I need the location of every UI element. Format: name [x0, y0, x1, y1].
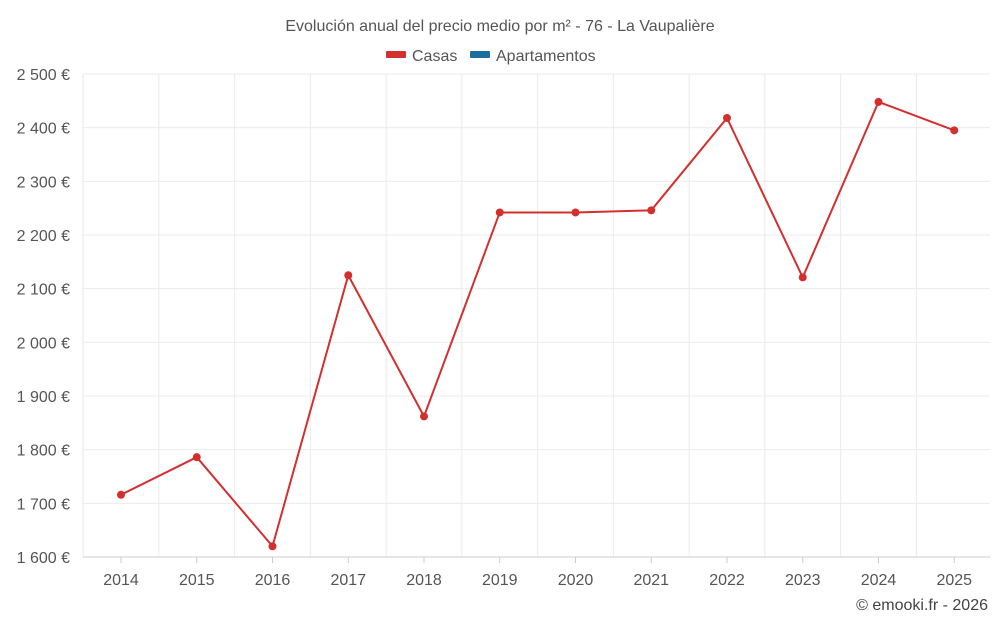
- x-axis-ticks: 2014 2015 2016 2017 2018 2019 2020 2021 2022 2023…: [103, 557, 972, 589]
- series-line-casas: [120, 100, 955, 548]
- data-point-casas-2019[interactable]: [495, 208, 504, 217]
- y-tick-label: 1 700 €: [17, 496, 70, 513]
- legend-item-apartamentos[interactable]: Apartamentos: [470, 48, 596, 65]
- data-point-casas-2015[interactable]: [192, 453, 201, 462]
- data-point-casas-2018[interactable]: [420, 412, 428, 421]
- y-tick-label: 1 900 €: [17, 389, 70, 406]
- x-tick-label: 2017: [330, 572, 366, 589]
- chart-title: Evolución anual del precio medio por m² …: [285, 18, 714, 35]
- data-point-casas-2014[interactable]: [117, 490, 125, 499]
- data-point-casas-2020[interactable]: [571, 208, 580, 217]
- data-point-casas-2024[interactable]: [874, 97, 883, 106]
- legend: Casas Apartamentos: [386, 48, 596, 65]
- x-tick-label: 2025: [936, 572, 972, 589]
- x-tick-label: 2024: [861, 572, 897, 589]
- y-tick-label: 2 300 €: [17, 174, 70, 191]
- x-tick-label: 2015: [179, 572, 215, 589]
- legend-label-apartamentos: Apartamentos: [496, 48, 596, 65]
- credit-text: © emooki.fr - 2026: [856, 597, 988, 614]
- x-tick-label: 2022: [709, 572, 745, 589]
- y-tick-label: 2 400 €: [17, 121, 70, 138]
- x-tick-label: 2014: [103, 572, 139, 589]
- x-tick-label: 2018: [406, 572, 442, 589]
- legend-swatch-casas: [386, 51, 406, 58]
- grid-lines: [82, 73, 990, 558]
- y-tick-label: 2 200 €: [17, 228, 70, 245]
- y-tick-label: 1 600 €: [17, 550, 70, 567]
- data-point-casas-2017[interactable]: [344, 271, 353, 280]
- x-tick-label: 2016: [255, 572, 291, 589]
- legend-item-casas[interactable]: Casas: [386, 48, 457, 65]
- data-point-casas-2025[interactable]: [950, 126, 959, 135]
- data-point-casas-2021[interactable]: [647, 206, 656, 215]
- data-point-casas-2022[interactable]: [723, 114, 731, 123]
- data-point-casas-2016[interactable]: [268, 542, 277, 551]
- x-tick-label: 2021: [633, 572, 669, 589]
- x-tick-label: 2023: [785, 572, 821, 589]
- legend-swatch-apartamentos: [470, 51, 490, 58]
- y-axis-ticks: 1 600 € 1 700 € 1 800 € 1 900 € 2 000 € 2 100…: [17, 67, 70, 567]
- y-tick-label: 2 100 €: [17, 282, 70, 299]
- series-casas: [117, 97, 959, 551]
- legend-label-casas: Casas: [412, 48, 457, 65]
- x-tick-label: 2020: [558, 572, 594, 589]
- data-point-casas-2023[interactable]: [798, 273, 807, 282]
- y-tick-label: 1 800 €: [17, 443, 70, 460]
- x-tick-label: 2019: [482, 572, 518, 589]
- y-tick-label: 2 000 €: [17, 335, 70, 352]
- y-tick-label: 2 500 €: [17, 67, 70, 84]
